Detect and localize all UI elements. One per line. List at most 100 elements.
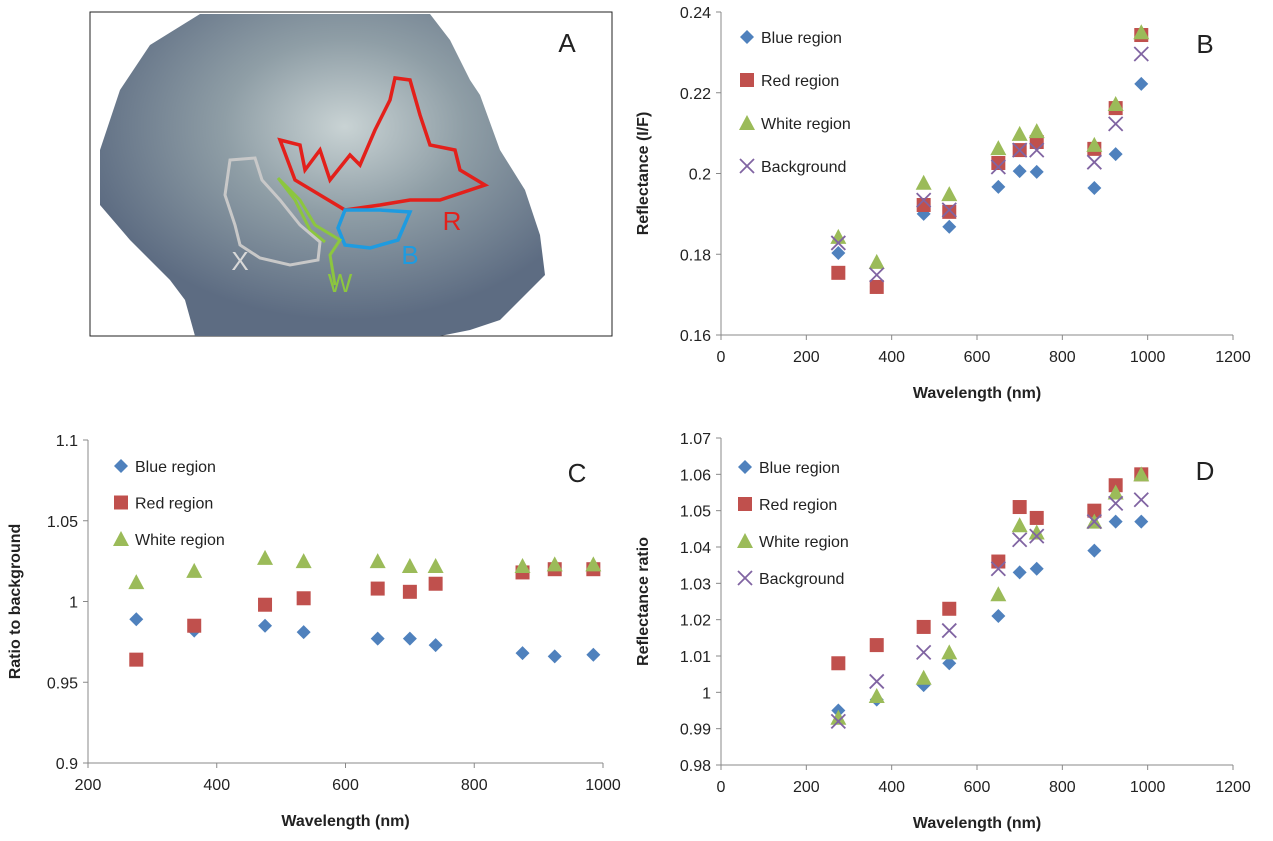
x-tick-label: 200	[793, 349, 820, 366]
marker-triangle	[1011, 125, 1028, 141]
marker-square	[942, 204, 957, 219]
marker-square	[942, 601, 957, 616]
marker-stroke	[869, 673, 885, 690]
region-b-outline	[336, 208, 413, 250]
marker-triangle	[990, 140, 1007, 156]
marker-diamond	[515, 646, 530, 661]
legend-item: White region	[737, 533, 849, 551]
marker-stroke	[990, 159, 1006, 175]
marker-stroke	[916, 644, 932, 661]
marker-x	[737, 570, 753, 586]
marker-diamond	[991, 609, 1006, 624]
x-tick-label: 1000	[1130, 779, 1166, 796]
legend-label: Red region	[761, 73, 839, 90]
x-tick-label: 1000	[585, 777, 621, 794]
marker-stroke	[941, 622, 957, 639]
marker-x	[990, 159, 1006, 175]
legend-item: Blue region	[738, 460, 840, 477]
marker-diamond	[831, 246, 846, 261]
legend-item: Red region	[740, 73, 839, 90]
marker-x	[869, 673, 885, 690]
legend-item: Blue region	[114, 459, 216, 476]
marker-diamond	[1087, 543, 1102, 558]
marker-square	[428, 576, 443, 591]
x-axis-title: Wavelength (nm)	[281, 813, 409, 830]
marker-diamond	[1029, 164, 1044, 179]
marker-triangle	[868, 253, 885, 269]
marker-triangle	[1086, 136, 1103, 152]
marker-triangle	[1107, 484, 1124, 500]
marker-x	[1029, 528, 1045, 544]
marker-triangle	[546, 556, 563, 572]
marker-square	[740, 73, 754, 87]
marker-square	[991, 554, 1006, 569]
marker-square	[114, 495, 128, 510]
marker-square	[129, 652, 144, 667]
y-tick-label: 0.16	[680, 328, 711, 345]
marker-triangle	[369, 553, 386, 569]
marker-stroke	[1012, 532, 1028, 548]
marker-stroke	[1012, 142, 1028, 158]
y-axis-title: Ratio to background	[7, 524, 24, 680]
region-label: R	[443, 206, 462, 236]
x-tick-label: 1200	[1215, 349, 1251, 366]
marker-stroke	[1133, 46, 1149, 62]
legend-label: Background	[759, 571, 844, 588]
x-tick-label: 400	[203, 777, 230, 794]
marker-diamond	[1012, 164, 1027, 179]
marker-x	[1086, 513, 1102, 530]
y-tick-label: 0.9	[56, 756, 78, 773]
marker-diamond	[547, 649, 562, 664]
legend-item: Red region	[738, 497, 837, 514]
marker-triangle	[113, 531, 129, 546]
marker-x	[1133, 46, 1149, 62]
region-x-outline	[223, 156, 322, 267]
x-axis-title: Wavelength (nm)	[913, 815, 1041, 832]
marker-triangle	[186, 562, 203, 578]
marker-x	[830, 235, 846, 251]
chart: 200 400 600 800 1000 0.9 0.95 1 1.05 1.1 Wavelengt…	[7, 433, 621, 830]
legend-label: Blue region	[135, 459, 216, 476]
marker-triangle	[830, 709, 847, 725]
marker-triangle	[737, 533, 753, 548]
marker-triangle	[257, 549, 274, 565]
marker-x	[869, 267, 885, 283]
region-label: X	[231, 246, 248, 276]
marker-diamond	[114, 459, 128, 473]
region-r-outline	[277, 76, 490, 212]
legend-label: White region	[761, 116, 851, 133]
surface-image	[100, 14, 545, 336]
legend-item: Blue region	[740, 30, 842, 47]
panel-label: B	[1196, 29, 1213, 59]
marker-square	[831, 656, 846, 671]
marker-x	[830, 713, 846, 730]
marker-diamond	[1108, 147, 1123, 162]
marker-x	[1108, 116, 1124, 132]
marker-x	[1012, 142, 1028, 158]
marker-square	[869, 638, 884, 653]
marker-diamond	[1087, 181, 1102, 196]
y-tick-label: 0.99	[680, 722, 711, 739]
marker-x	[916, 644, 932, 661]
x-tick-label: 200	[75, 777, 102, 794]
y-tick-label: 1	[69, 595, 78, 612]
marker-diamond	[1012, 565, 1027, 580]
marker-stroke	[990, 561, 1006, 577]
marker-triangle	[1028, 123, 1045, 139]
marker-stroke	[1029, 528, 1045, 544]
legend-label: White region	[135, 532, 225, 549]
y-tick-label: 0.95	[47, 675, 78, 692]
marker-x	[1012, 532, 1028, 548]
y-tick-label: 0.98	[680, 758, 711, 775]
marker-x	[1086, 154, 1102, 170]
y-tick-label: 1.03	[680, 576, 711, 593]
marker-triangle	[915, 669, 932, 685]
legend-item: Background	[739, 158, 846, 176]
marker-triangle	[401, 557, 418, 573]
marker-diamond	[296, 625, 311, 640]
x-tick-label: 600	[964, 349, 991, 366]
marker-diamond	[129, 612, 144, 627]
y-tick-label: 1.07	[680, 431, 711, 448]
marker-x	[1133, 492, 1149, 508]
marker-triangle	[915, 174, 932, 190]
